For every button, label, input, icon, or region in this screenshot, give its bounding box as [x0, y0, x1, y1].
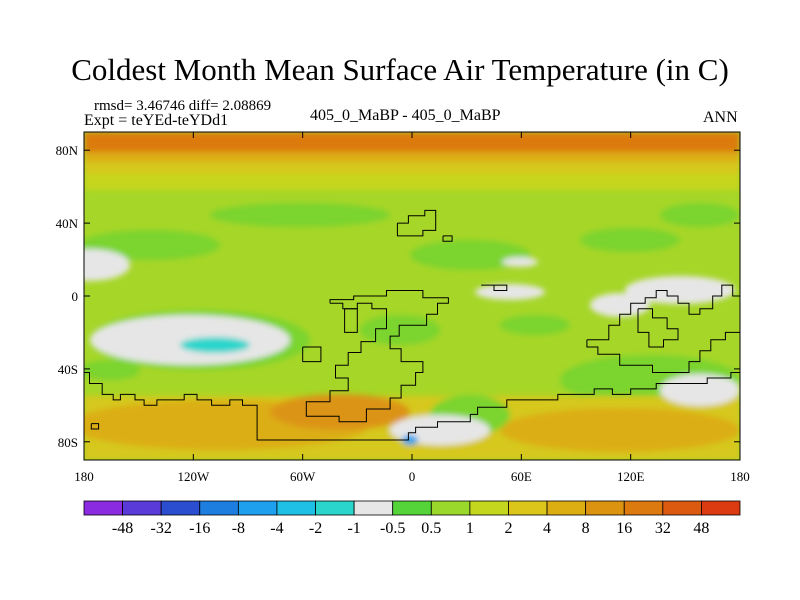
coastline-6	[481, 284, 508, 291]
blob-green-3	[410, 240, 530, 270]
y-tick-label: 80N	[56, 143, 79, 158]
coastlines	[84, 209, 740, 441]
y-tick-label: 0	[72, 289, 79, 304]
blob-near-zero-west	[84, 249, 130, 281]
y-tick-label: 40S	[58, 362, 78, 377]
colorbar-label: 32	[655, 520, 671, 537]
map-title: Coldest Month Mean Surface Air Temperatu…	[71, 52, 729, 87]
colorbar: -48 -32 -16 -8 -4 -2 -1 -0.5 0.5 1 2 4 8 16 32 48	[83, 500, 741, 537]
coastline-1	[305, 290, 449, 423]
experiment-label: Expt = teYEd-teYDd1	[84, 112, 229, 129]
stats-line: rmsd= 3.46746 diff= 2.08869	[94, 98, 271, 114]
axes: 180 120W 60W 0 60E 120E 180 80N 40N 0 40S 80S	[56, 132, 750, 484]
blob-near-zero-3	[625, 276, 735, 304]
colorbar-label: 16	[616, 520, 632, 537]
colorbar-swatch	[83, 500, 123, 516]
colorbar-swatch	[623, 500, 664, 516]
field-blobs	[84, 132, 740, 460]
colorbar-label: -0.5	[380, 520, 405, 537]
blob-green-6	[500, 315, 570, 335]
band-light	[84, 174, 740, 190]
colorbar-swatch	[430, 500, 471, 516]
blob-green-2	[210, 203, 390, 227]
season-label: ANN	[703, 109, 738, 126]
blob-green-1	[84, 230, 220, 260]
diff-value: diff= 2.08869	[188, 98, 272, 114]
colorbar-swatch	[392, 500, 432, 516]
blob-green-5	[580, 228, 680, 252]
coastline-7	[586, 284, 740, 341]
coastline-10	[90, 423, 100, 430]
blob-green-7	[360, 315, 440, 345]
colorbar-label: 8	[582, 520, 590, 537]
belt-orange-2	[500, 408, 740, 452]
colorbar-label: 2	[504, 520, 512, 537]
coastline-0	[84, 372, 740, 441]
colorbar-label: -16	[189, 520, 210, 537]
x-tick-label: 120W	[177, 469, 210, 484]
temperature-field	[84, 132, 740, 460]
colorbar-label: -1	[347, 520, 360, 537]
colorbar-swatch	[122, 500, 162, 516]
band-yellow	[84, 162, 740, 176]
blob-green-4	[660, 203, 740, 227]
colorbar-label: 48	[693, 520, 709, 537]
rmsd-value: rmsd= 3.46746	[94, 98, 185, 114]
coastline-2	[302, 346, 322, 363]
colorbar-label: -48	[112, 520, 133, 537]
band-orange	[84, 152, 740, 164]
y-tick-label: 80S	[58, 435, 78, 450]
colorbar-swatch	[546, 500, 587, 516]
colorbar-swatch	[315, 500, 355, 516]
blob-near-zero-2	[660, 374, 740, 406]
x-tick-label: 60W	[290, 469, 316, 484]
blob-cyan-1	[180, 337, 250, 353]
x-tick-label: 180	[74, 469, 94, 484]
blob-near-zero-4	[590, 293, 650, 317]
blob-blue-1	[402, 435, 418, 445]
colorbar-swatch	[585, 500, 625, 516]
colorbar-label: -8	[232, 520, 245, 537]
colorbar-swatch	[237, 500, 278, 516]
colorbar-label: 1	[466, 520, 474, 537]
x-tick-label: 0	[409, 469, 416, 484]
coastline-4	[396, 209, 437, 237]
y-tick-label: 40N	[56, 216, 79, 231]
x-tick-label: 120E	[617, 469, 645, 484]
coastline-3	[344, 308, 358, 333]
colorbar-label: -4	[270, 520, 283, 537]
blob-near-zero-7	[502, 257, 538, 267]
coastline-8	[586, 331, 740, 373]
band-red-orange	[84, 132, 740, 154]
coastline-5	[442, 235, 453, 242]
blob-green-10	[84, 360, 140, 380]
x-tick-label: 60E	[511, 469, 532, 484]
colorbar-label: -2	[309, 520, 322, 537]
colorbar-swatch	[199, 500, 239, 516]
colorbar-swatch	[662, 500, 702, 516]
colorbar-label: 0.5	[421, 520, 441, 537]
colorbar-swatch	[701, 500, 741, 516]
period-label: 405_0_MaBP - 405_0_MaBP	[310, 107, 501, 124]
colorbar-swatch	[160, 500, 201, 516]
x-tick-label: 180	[730, 469, 750, 484]
blob-near-zero-5	[475, 284, 545, 300]
colorbar-swatch	[469, 500, 509, 516]
belt-dark-orange	[270, 394, 410, 430]
coastline-9	[637, 308, 679, 348]
colorbar-swatch	[353, 500, 394, 516]
colorbar-swatch	[508, 500, 548, 516]
colorbar-swatch	[276, 500, 316, 516]
colorbar-label: 4	[543, 520, 551, 537]
colorbar-label: -32	[151, 520, 172, 537]
